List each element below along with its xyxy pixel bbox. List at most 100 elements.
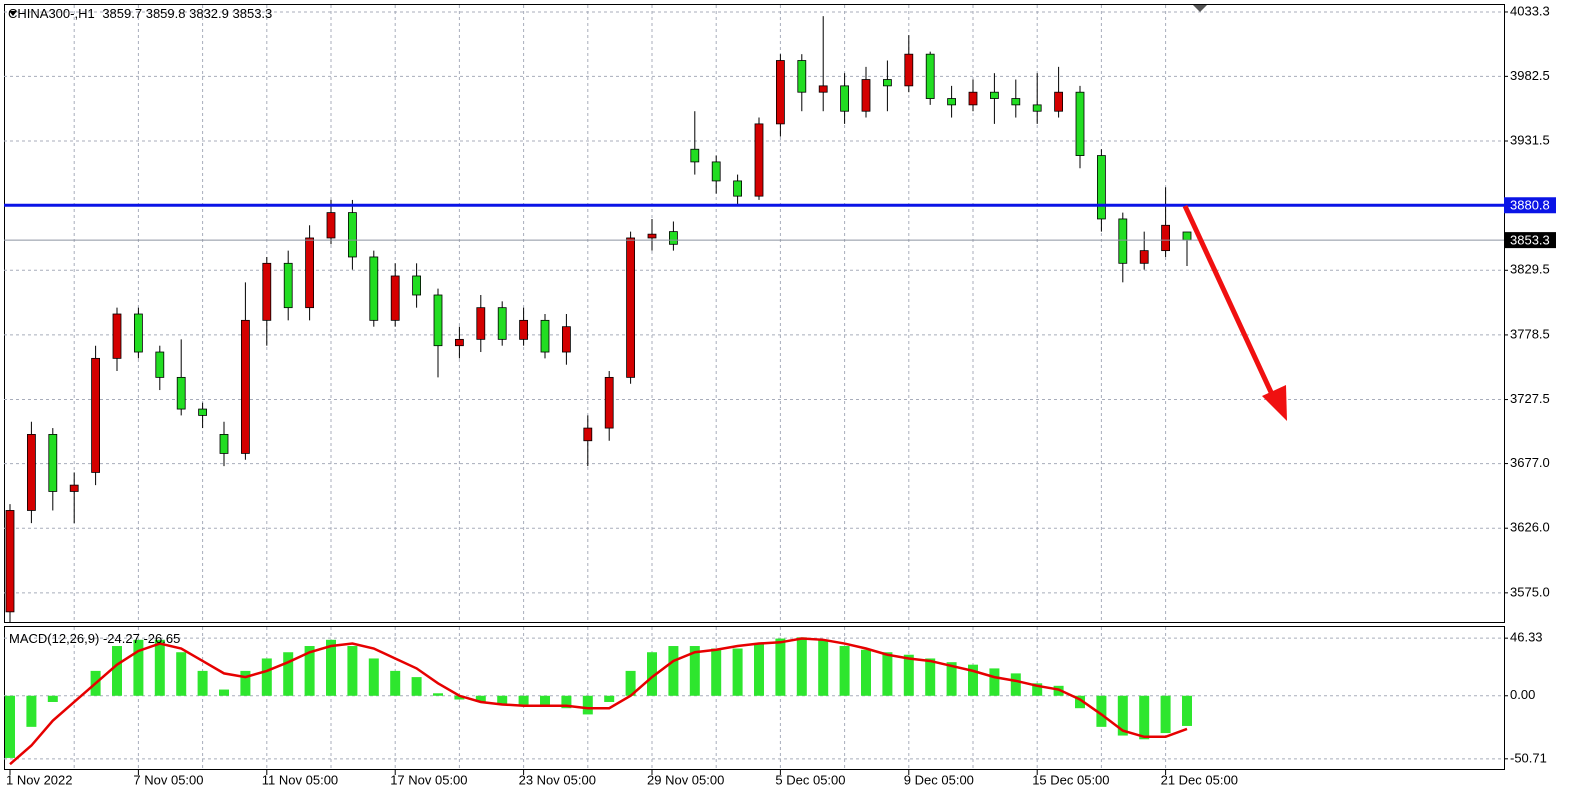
candle-body: [540, 319, 550, 353]
macd-bar: [903, 654, 914, 696]
macd-bar: [818, 639, 829, 696]
candle-body: [369, 256, 379, 321]
header-low: 3832.9: [189, 6, 229, 21]
candle-body: [1097, 155, 1106, 220]
x-tick-label: 29 Nov 05:00: [647, 772, 724, 787]
header-close: 3853.3: [233, 6, 273, 21]
macd-bar: [925, 658, 936, 696]
macd-bar: [433, 693, 443, 696]
candle-body: [840, 85, 849, 112]
macd-bar: [347, 646, 358, 696]
macd-bar: [732, 648, 743, 696]
candle-body: [433, 294, 443, 347]
candle-body: [1032, 104, 1042, 112]
candle-body: [476, 307, 486, 340]
macd-bar: [454, 695, 465, 700]
macd-bar: [518, 695, 529, 705]
macd-bar: [1117, 695, 1128, 736]
candle-body: [947, 98, 956, 106]
macd-bar: [968, 664, 978, 696]
macd-bar: [112, 646, 122, 696]
macd-bar: [475, 695, 486, 702]
y-tick-label: 3575.0: [1510, 584, 1550, 599]
candle-body: [155, 351, 165, 378]
symbol: CHINA300-,H1: [8, 6, 95, 21]
x-tick-label: 17 Nov 05:00: [390, 772, 467, 787]
macd-bar: [261, 658, 272, 696]
candle-body: [562, 326, 571, 353]
price-panel: [4, 4, 1505, 623]
candle-body: [219, 434, 229, 454]
y-tick-label: 0.00: [1510, 687, 1535, 702]
candle-body: [133, 313, 143, 353]
macd-bar: [133, 639, 144, 696]
candle-body: [990, 91, 999, 99]
macd-bar: [861, 649, 871, 696]
macd-name: MACD(12,26,9): [9, 631, 99, 646]
macd-bar: [1160, 695, 1171, 734]
y-tick-label: 3931.5: [1510, 132, 1550, 147]
candle-body: [48, 434, 58, 492]
macd-bar: [1139, 695, 1150, 740]
macd-bar: [946, 662, 957, 696]
candle-body: [91, 357, 100, 473]
macd-bar: [839, 646, 850, 696]
level-price-label: 3880.8: [1510, 198, 1550, 213]
macd-signal-line: [9, 637, 1188, 766]
candle-body: [604, 376, 614, 429]
candle-body: [26, 434, 36, 511]
y-tick-label: 3829.5: [1510, 262, 1550, 277]
candle-body: [968, 91, 978, 106]
candle-body: [326, 212, 336, 239]
candle-body: [583, 427, 593, 442]
macd-bar: [882, 652, 893, 696]
candle-body: [283, 262, 293, 309]
macd-main-value: -24.27: [103, 631, 140, 646]
x-tick-label: 23 Nov 05:00: [519, 772, 596, 787]
macd-bar: [582, 695, 593, 715]
candle-body: [1118, 218, 1128, 264]
candle-body: [390, 275, 400, 321]
candle-body: [112, 313, 122, 359]
candle-body: [1075, 91, 1085, 156]
candle-body: [305, 237, 315, 309]
candle-body: [754, 123, 764, 197]
candle-body: [818, 85, 828, 93]
candle-body: [5, 510, 15, 613]
y-tick-label: 3982.5: [1510, 68, 1550, 83]
header-open: 3859.7: [102, 6, 142, 21]
candle-body: [925, 53, 935, 99]
macd-bar: [390, 670, 401, 696]
y-tick-label: 3727.5: [1510, 391, 1550, 406]
candle-body: [1054, 91, 1063, 112]
macd-bar: [647, 652, 657, 696]
macd-bar: [5, 695, 15, 758]
x-tick-label: 15 Dec 05:00: [1032, 772, 1109, 787]
candle-body: [776, 60, 785, 125]
x-tick-label: 7 Nov 05:00: [133, 772, 203, 787]
candle-body: [69, 484, 79, 492]
candle-body: [861, 79, 871, 112]
macd-bar: [240, 670, 251, 696]
macd-bar: [219, 689, 229, 696]
macd-bar: [625, 670, 636, 696]
macd-bar: [26, 695, 37, 727]
macd-bar: [283, 652, 294, 696]
candle-body: [240, 319, 250, 454]
macd-bar: [47, 695, 58, 702]
candle-body: [497, 307, 507, 340]
candle-body: [1139, 250, 1149, 264]
macd-bar: [604, 695, 615, 702]
macd-bar: [304, 646, 315, 696]
macd-bar: [176, 652, 187, 696]
x-tick-label: 1 Nov 2022: [6, 772, 73, 787]
macd-bar: [1032, 683, 1043, 696]
candle-body: [626, 237, 635, 378]
macd-bar: [1010, 673, 1021, 696]
macd-bar: [754, 643, 764, 696]
level-price-box: [1504, 197, 1556, 214]
candle-body: [669, 231, 678, 245]
trend-arrow-shaft: [1182, 204, 1279, 405]
candle-body: [454, 338, 464, 347]
